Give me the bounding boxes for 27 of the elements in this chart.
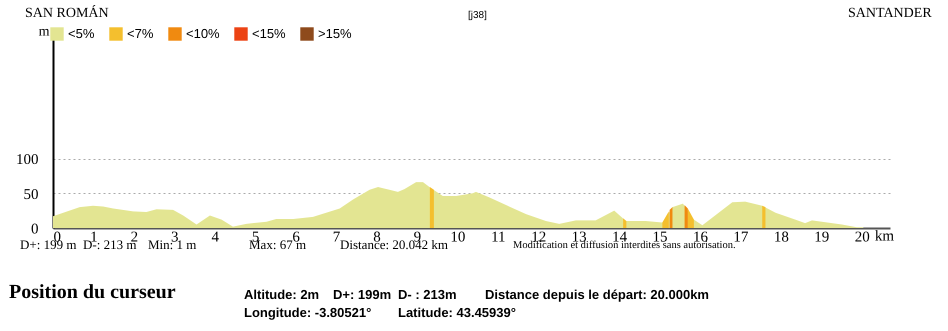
y-axis-title: m — [38, 24, 50, 40]
y-tick-label: 100 — [16, 152, 38, 168]
text: Longitude: -3.80521° — [244, 305, 372, 320]
chart-title: SAN ROMÁN — [25, 4, 109, 21]
x-tick-label: 7 — [332, 230, 341, 246]
text: Latitude: 43.45939° — [398, 305, 516, 320]
legend-label: <7% — [127, 26, 154, 41]
legend-label: >15% — [318, 26, 352, 41]
x-tick-label: 18 — [774, 230, 789, 246]
x-tick-label: 10 — [450, 230, 466, 246]
text: Altitude: 2m — [244, 287, 320, 302]
x-tick-label: 11 — [491, 230, 506, 246]
text: [j38] — [468, 10, 488, 21]
y-tick-label: 50 — [24, 186, 38, 203]
x-tick-label: 4 — [211, 230, 220, 246]
x-axis-title: km — [874, 228, 894, 244]
legend-label: <15% — [252, 26, 286, 41]
legend-label: <10% — [186, 26, 220, 41]
x-tick-label: 17 — [733, 230, 749, 246]
text: Position du curseur — [9, 281, 176, 303]
legend-label: <5% — [68, 26, 95, 41]
x-tick-label: 19 — [814, 230, 830, 246]
text: D+: 199m — [333, 287, 392, 302]
text: Distance depuis le départ: 20.000km — [485, 287, 709, 302]
text: D- : 213m — [398, 287, 457, 302]
x-tick-label: 20 — [854, 230, 870, 246]
text: SANTANDER — [848, 6, 932, 21]
